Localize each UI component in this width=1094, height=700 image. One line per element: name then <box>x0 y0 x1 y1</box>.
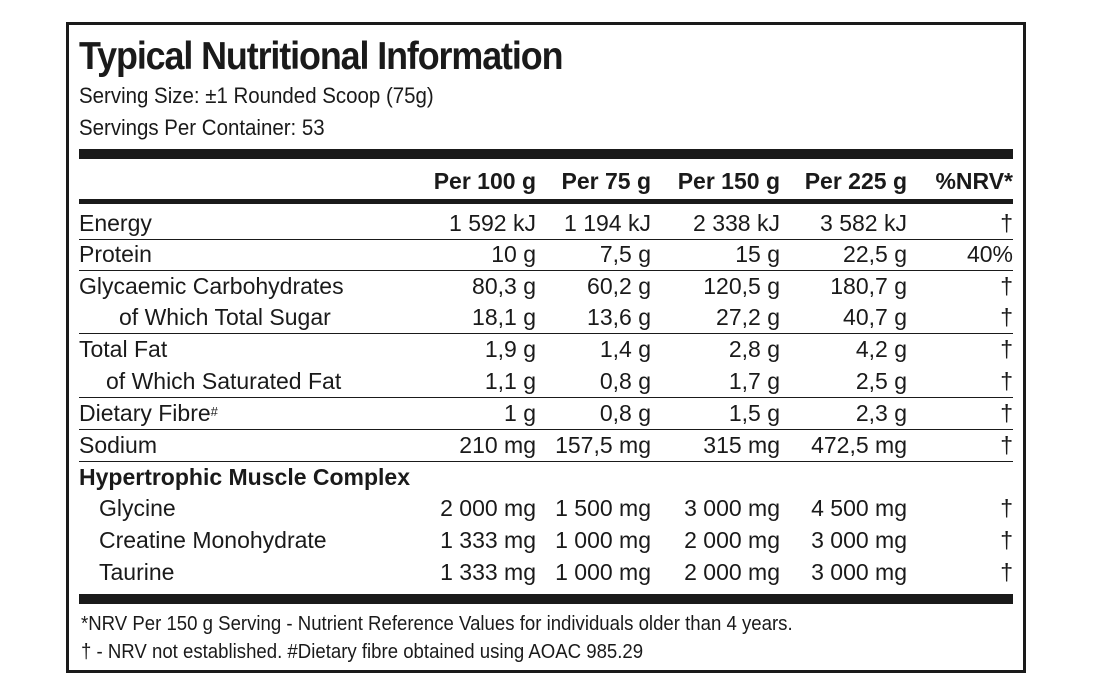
value-per-100g: 1,9 g <box>484 336 536 362</box>
table-row: Glycine 2 000 mg 1 500 mg 3 000 mg 4 500… <box>79 493 1013 524</box>
value-per-150g: 2 000 mg <box>684 527 780 553</box>
value-nrv: † <box>1000 495 1013 521</box>
value-nrv: † <box>1000 336 1013 362</box>
table-row: Total Fat 1,9 g 1,4 g 2,8 g 4,2 g † <box>79 334 1013 365</box>
value-per-100g: 1,1 g <box>484 368 536 394</box>
value-per-225g: 180,7 g <box>830 273 907 299</box>
column-header: Per 100 g <box>433 168 536 194</box>
nutrient-name: Dietary Fibre# <box>79 398 218 429</box>
value-per-100g: 80,3 g <box>472 273 536 299</box>
value-per-100g: 10 g <box>491 241 536 267</box>
value-per-75g: 60,2 g <box>587 273 651 299</box>
serving-size: Serving Size: ±1 Rounded Scoop (75g) <box>79 83 434 108</box>
section-heading-row: Hypertrophic Muscle Complex <box>79 462 1013 493</box>
value-per-225g: 22,5 g <box>843 241 907 267</box>
value-nrv: † <box>1000 559 1013 585</box>
value-per-225g: 4 500 mg <box>811 495 907 521</box>
value-per-150g: 27,2 g <box>716 304 780 330</box>
value-nrv: † <box>1000 304 1013 330</box>
servings-per-container: Servings Per Container: 53 <box>79 115 325 140</box>
value-per-75g: 1 500 mg <box>555 495 651 521</box>
value-per-75g: 0,8 g <box>599 400 651 426</box>
value-per-225g: 3 000 mg <box>811 559 907 585</box>
value-per-150g: 2 338 kJ <box>693 210 780 236</box>
value-per-150g: 1,7 g <box>728 368 780 394</box>
value-per-100g: 1 592 kJ <box>449 210 536 236</box>
value-per-150g: 315 mg <box>703 432 780 458</box>
value-per-100g: 1 333 mg <box>440 527 536 553</box>
footnote-nrv: *NRV Per 150 g Serving - Nutrient Refere… <box>81 613 793 635</box>
section-heading: Hypertrophic Muscle Complex <box>79 464 411 490</box>
table-row: of Which Total Sugar 18,1 g 13,6 g 27,2 … <box>79 302 1013 334</box>
ingredient-name: Glycine <box>99 495 176 521</box>
value-per-75g: 0,8 g <box>599 368 651 394</box>
value-per-150g: 3 000 mg <box>684 495 780 521</box>
table-row: Dietary Fibre# 1 g 0,8 g 1,5 g 2,3 g † <box>79 398 1013 430</box>
value-per-150g: 2,8 g <box>728 336 780 362</box>
value-nrv: † <box>1000 210 1013 236</box>
column-header: %NRV* <box>935 168 1013 194</box>
value-per-150g: 1,5 g <box>728 400 780 426</box>
value-per-225g: 3 000 mg <box>811 527 907 553</box>
ingredient-name: Taurine <box>99 559 175 585</box>
value-per-75g: 1 194 kJ <box>564 210 651 236</box>
value-per-225g: 40,7 g <box>843 304 907 330</box>
top-rule <box>79 149 1013 159</box>
value-nrv: † <box>1000 527 1013 553</box>
value-per-75g: 1 000 mg <box>555 527 651 553</box>
nutrient-name-text: Dietary Fibre <box>79 400 211 426</box>
table-row: Glycaemic Carbohydrates 80,3 g 60,2 g 12… <box>79 271 1013 302</box>
column-header: Per 150 g <box>677 168 780 194</box>
value-per-150g: 2 000 mg <box>684 559 780 585</box>
table-row: Energy 1 592 kJ 1 194 kJ 2 338 kJ 3 582 … <box>79 208 1013 240</box>
value-nrv: † <box>1000 273 1013 299</box>
value-per-150g: 120,5 g <box>703 273 780 299</box>
column-header: Per 75 g <box>561 168 652 194</box>
footnote-marker: # <box>210 404 218 419</box>
nutrient-name: Energy <box>79 210 152 236</box>
ingredient-name: Creatine Monohydrate <box>99 527 327 553</box>
value-per-225g: 2,3 g <box>855 400 907 426</box>
header-rule <box>79 199 1013 204</box>
value-per-75g: 13,6 g <box>587 304 651 330</box>
nutrient-name: Glycaemic Carbohydrates <box>79 273 344 299</box>
value-per-100g: 210 mg <box>459 432 536 458</box>
table-row: Protein 10 g 7,5 g 15 g 22,5 g 40% <box>79 239 1013 271</box>
value-per-100g: 2 000 mg <box>440 495 536 521</box>
panel-title: Typical Nutritional Information <box>79 35 564 78</box>
bottom-rule <box>79 594 1013 604</box>
value-per-150g: 15 g <box>735 241 780 267</box>
nutrient-name: of Which Total Sugar <box>119 304 331 330</box>
value-per-225g: 3 582 kJ <box>820 210 907 236</box>
nutrition-panel: Typical Nutritional Information Serving … <box>66 22 1026 673</box>
value-per-75g: 157,5 mg <box>555 432 651 458</box>
table-row: Creatine Monohydrate 1 333 mg 1 000 mg 2… <box>79 525 1013 556</box>
value-per-100g: 18,1 g <box>472 304 536 330</box>
column-header-row: Per 100 g Per 75 g Per 150 g Per 225 g %… <box>79 164 1013 198</box>
value-nrv: † <box>1000 400 1013 426</box>
nutrient-name: Protein <box>79 241 152 267</box>
nutrient-name: Sodium <box>79 432 157 458</box>
value-per-75g: 1,4 g <box>599 336 651 362</box>
value-per-100g: 1 333 mg <box>440 559 536 585</box>
table-row: Taurine 1 333 mg 1 000 mg 2 000 mg 3 000… <box>79 557 1013 588</box>
nutrient-name: Total Fat <box>79 336 168 362</box>
value-nrv: † <box>1000 432 1013 458</box>
table-row: Sodium 210 mg 157,5 mg 315 mg 472,5 mg † <box>79 430 1013 462</box>
value-nrv: † <box>1000 368 1013 394</box>
column-header: Per 225 g <box>804 168 907 194</box>
footnote-dagger: † - NRV not established. #Dietary fibre … <box>81 641 644 663</box>
value-per-225g: 2,5 g <box>855 368 907 394</box>
value-per-100g: 1 g <box>504 400 536 426</box>
value-per-225g: 4,2 g <box>855 336 907 362</box>
nutrient-name: of Which Saturated Fat <box>106 368 342 394</box>
value-nrv: 40% <box>966 241 1013 267</box>
value-per-75g: 1 000 mg <box>555 559 651 585</box>
table-row: of Which Saturated Fat 1,1 g 0,8 g 1,7 g… <box>79 366 1013 398</box>
value-per-225g: 472,5 mg <box>811 432 907 458</box>
value-per-75g: 7,5 g <box>599 241 651 267</box>
